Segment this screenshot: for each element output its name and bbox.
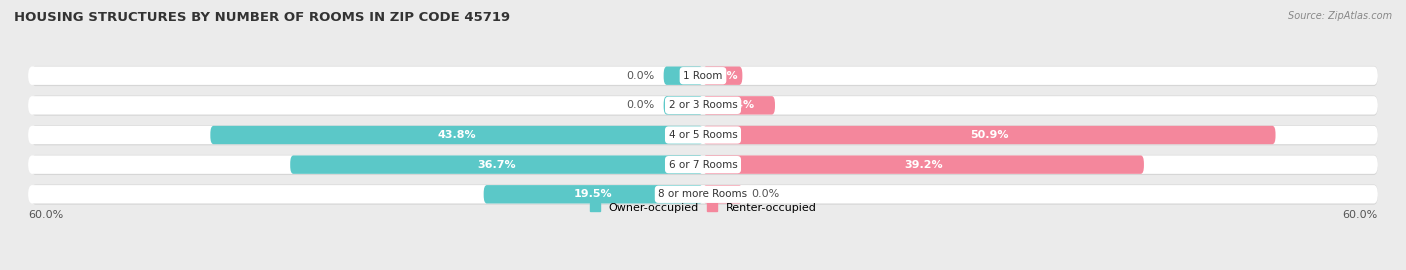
Text: 0.0%: 0.0%	[751, 189, 779, 199]
Text: 3.5%: 3.5%	[707, 71, 738, 81]
FancyBboxPatch shape	[28, 96, 1378, 114]
Text: HOUSING STRUCTURES BY NUMBER OF ROOMS IN ZIP CODE 45719: HOUSING STRUCTURES BY NUMBER OF ROOMS IN…	[14, 11, 510, 24]
Text: 1 Room: 1 Room	[683, 71, 723, 81]
Text: 19.5%: 19.5%	[574, 189, 613, 199]
FancyBboxPatch shape	[703, 156, 1144, 174]
Text: 0.0%: 0.0%	[627, 71, 655, 81]
Text: 36.7%: 36.7%	[477, 160, 516, 170]
FancyBboxPatch shape	[290, 156, 703, 174]
FancyBboxPatch shape	[31, 96, 1378, 116]
FancyBboxPatch shape	[28, 126, 1378, 144]
FancyBboxPatch shape	[484, 185, 703, 204]
Text: 39.2%: 39.2%	[904, 160, 943, 170]
Text: 6 or 7 Rooms: 6 or 7 Rooms	[669, 160, 737, 170]
Text: 4 or 5 Rooms: 4 or 5 Rooms	[669, 130, 737, 140]
FancyBboxPatch shape	[664, 66, 703, 85]
FancyBboxPatch shape	[703, 66, 742, 85]
FancyBboxPatch shape	[31, 125, 1378, 145]
Text: 6.4%: 6.4%	[724, 100, 755, 110]
Legend: Owner-occupied, Renter-occupied: Owner-occupied, Renter-occupied	[585, 198, 821, 217]
Text: 60.0%: 60.0%	[1343, 210, 1378, 220]
FancyBboxPatch shape	[211, 126, 703, 144]
Text: 2 or 3 Rooms: 2 or 3 Rooms	[669, 100, 737, 110]
Text: Source: ZipAtlas.com: Source: ZipAtlas.com	[1288, 11, 1392, 21]
FancyBboxPatch shape	[703, 96, 775, 114]
Text: 0.0%: 0.0%	[627, 100, 655, 110]
FancyBboxPatch shape	[28, 185, 1378, 204]
Text: 43.8%: 43.8%	[437, 130, 477, 140]
Text: 50.9%: 50.9%	[970, 130, 1008, 140]
FancyBboxPatch shape	[703, 126, 1275, 144]
FancyBboxPatch shape	[31, 66, 1378, 86]
FancyBboxPatch shape	[664, 96, 703, 114]
Text: 60.0%: 60.0%	[28, 210, 63, 220]
FancyBboxPatch shape	[703, 185, 742, 204]
FancyBboxPatch shape	[31, 155, 1378, 175]
FancyBboxPatch shape	[28, 156, 1378, 174]
FancyBboxPatch shape	[28, 66, 1378, 85]
Text: 8 or more Rooms: 8 or more Rooms	[658, 189, 748, 199]
FancyBboxPatch shape	[31, 184, 1378, 205]
